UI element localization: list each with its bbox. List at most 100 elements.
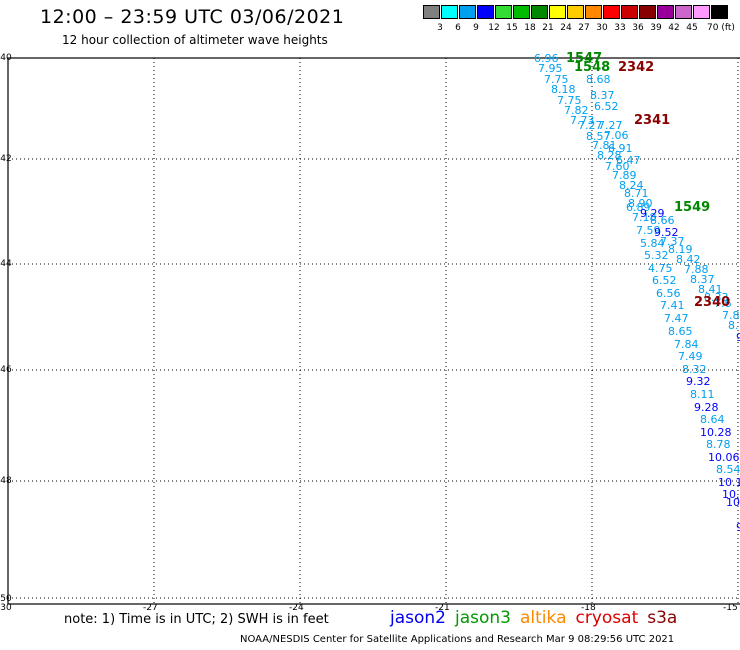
credit-text: NOAA/NESDIS Center for Satellite Applica… [240,634,675,645]
satellite-legend-entry: s3a [647,608,678,628]
satellite-legend-entry: jason3 [455,608,511,628]
lat-tick-label: -50 [0,594,12,604]
lon-tick-label: -18 [581,603,596,613]
color-scale-label: 27 [578,23,590,33]
wave-height-label: 6.52 [594,100,619,113]
lat-tick-label: -42 [0,154,12,164]
lon-tick-label: -30 [0,603,12,613]
color-scale-swatch [693,5,710,19]
pass-time-label: 2340 [694,295,731,310]
wave-height-label: 9 [736,331,740,344]
wave-height-label: 10.06 [708,451,740,464]
wave-height-label: 8.71 [624,187,649,200]
wave-height-label: 7.27 [598,119,623,132]
color-scale-swatch [657,5,674,19]
color-scale-label: 21 [542,23,554,33]
color-scale-label: 15 [506,23,518,33]
lon-tick-label: -24 [289,603,304,613]
color-scale-label: 33 [614,23,626,33]
color-scale-label: 30 [596,23,608,33]
color-scale-label: 70 (ft) [707,23,735,33]
wave-height-label: 6.52 [652,274,677,287]
lat-tick-label: -40 [0,53,12,63]
wave-height-label: 8.32 [682,363,707,376]
pass-time-label: 1548 [574,60,611,75]
map-border [7,57,740,605]
color-scale-label: 24 [560,23,572,33]
wave-height-label: 8.37 [590,89,615,102]
color-scale-swatch [477,5,494,19]
wave-height-label: 8.64 [700,413,725,426]
wave-height-label: 7.75 [557,94,582,107]
color-scale-swatch [603,5,620,19]
wave-height-label: 8.54 [716,463,740,476]
color-scale-label: 45 [686,23,698,33]
wave-height-label: 7.06 [604,129,629,142]
lat-lon-grid [7,57,739,604]
satellite-legend-entry: cryosat [575,608,639,628]
page-title: 12:00 – 23:59 UTC 03/06/2021 [40,6,345,28]
wave-height-label: 7.8 [722,309,740,322]
color-scale-swatch [621,5,638,19]
wave-height-label: 7.81 [592,139,617,152]
color-scale-label: 6 [455,23,461,33]
wave-height-label: 4.75 [648,262,673,275]
wave-height-label: 7.75 [544,73,569,86]
color-scale-swatch [441,5,458,19]
wave-height-label: 8.68 [586,73,611,86]
wave-height-label: 7.88 [684,263,709,276]
color-scale-swatch [423,5,440,19]
lon-tick-label: -27 [143,603,158,613]
wave-height-label: 8.41 [698,283,723,296]
wave-height-label: 7.41 [660,299,685,312]
color-scale-label: 36 [632,23,644,33]
pass-time-label: 2341 [634,113,671,128]
wave-height-label: 8.24 [619,179,644,192]
wave-height-label: 5.32 [644,249,669,262]
wave-height-label: 9.29 [640,207,665,220]
wave-height-label: 7.49 [678,350,703,363]
wave-height-label: 9.28 [694,401,719,414]
color-scale-label: 42 [668,23,680,33]
color-scale-label: 12 [488,23,500,33]
wave-height-label: 8.28 [597,149,622,162]
wave-height-label: 8.37 [690,273,715,286]
wave-height-label: 10.1 [718,476,740,489]
wave-height-label: 8.65 [668,325,693,338]
satellite-legend-entry: jason2 [390,608,446,628]
wave-height-label: 8.90 [628,197,653,210]
wave-height-label: 10.28 [700,426,732,439]
color-scale-swatch [549,5,566,19]
wave-height-label: 5.84 [640,237,665,250]
color-scale-swatch [585,5,602,19]
color-scale-label: 9 [473,23,479,33]
color-scale-label: 39 [650,23,662,33]
wave-height-label: 6.96 [534,52,559,65]
wave-height-label: 7.47 [664,312,689,325]
pass-time-label: 1549 [674,200,711,215]
wave-height-label: 7.95 [538,62,563,75]
color-scale-swatch [459,5,476,19]
wave-height-label: 7.37 [660,235,685,248]
wave-height-label: 10 [726,496,740,509]
satellite-legend: jason2 jason3 altika cryosat s3a [390,608,686,628]
wave-height-label: 9.52 [654,226,679,239]
wave-height-label: 7.82 [564,104,589,117]
wave-height-label: 8.66 [650,214,675,227]
wave-height-label: 8.33 [704,291,729,304]
pass-time-label: 2342 [618,60,655,75]
wave-height-label: 7.6 [714,297,732,310]
note-text: note: 1) Time is in UTC; 2) SWH is in fe… [64,612,329,627]
pass-time-label: 1547 [566,51,603,66]
wave-height-label: 9 [736,521,740,534]
color-scale-swatch [711,5,728,19]
color-scale-swatch [513,5,530,19]
color-scale-swatch [531,5,548,19]
wave-height-label: 7.18 [632,211,657,224]
wave-height-label: 8. [728,319,739,332]
lat-tick-label: -44 [0,259,12,269]
wave-height-label: 8.78 [706,438,731,451]
wave-height-label: 6.89 [626,201,651,214]
page-subtitle: 12 hour collection of altimeter wave hei… [62,33,328,47]
